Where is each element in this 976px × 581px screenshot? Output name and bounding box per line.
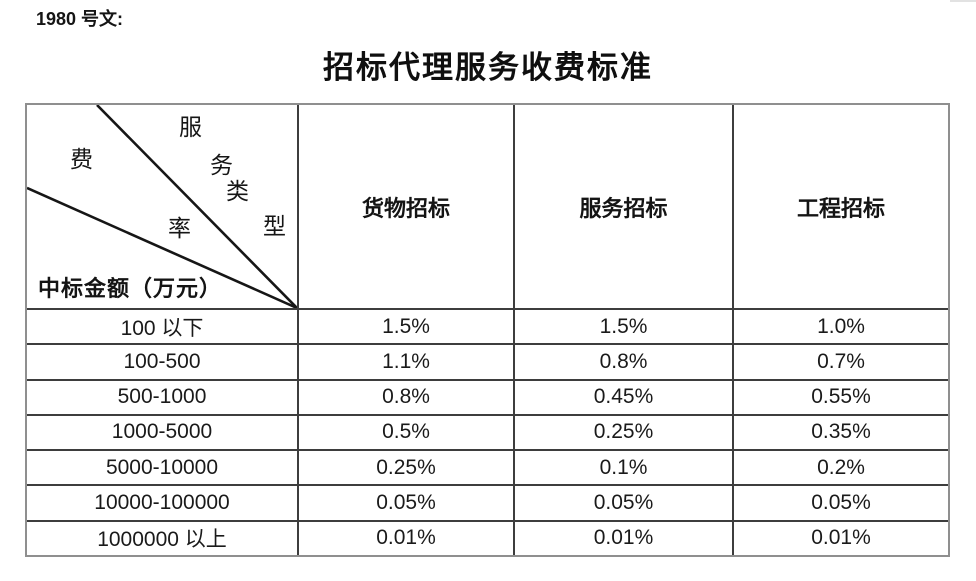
row-range-cell: 10000-100000: [27, 484, 297, 519]
row-range-cell: 1000-5000: [27, 413, 297, 449]
doc-ref-label: 1980 号文:: [36, 9, 124, 29]
corner-axis-char: 型: [263, 214, 286, 239]
page-title: 招标代理服务收费标准: [323, 50, 653, 85]
row-range-cell: 500-1000: [27, 378, 297, 414]
fee-value-cell: 0.35%: [732, 413, 948, 450]
fee-value-cell: 0.55%: [732, 378, 948, 414]
fee-value-cell: 0.5%: [297, 413, 513, 450]
fee-value-cell: 0.01%: [513, 519, 732, 555]
corner-axis-char: 类: [226, 179, 249, 204]
fee-value-cell: 0.05%: [513, 484, 732, 520]
fee-value-cell: 0.01%: [732, 519, 948, 555]
corner-axis-char: 务: [210, 153, 233, 178]
fee-value-cell: 0.01%: [297, 519, 513, 555]
table-corner-cell: 服 务 类 型 费 率 中标金额（万元）: [27, 105, 297, 308]
row-range-cell: 1000000 以上: [27, 519, 297, 555]
fee-value-cell: 0.8%: [297, 378, 513, 414]
fee-value-cell: 0.05%: [297, 484, 513, 520]
fee-value-cell: 1.1%: [297, 343, 513, 379]
fee-value-cell: 0.45%: [513, 378, 732, 414]
row-axis-label: 中标金额（万元）: [38, 276, 223, 301]
fee-value-cell: 0.8%: [513, 343, 732, 379]
row-range-cell: 5000-10000: [27, 449, 297, 484]
fee-value-cell: 0.25%: [513, 413, 732, 450]
corner-axis-char: 费: [70, 147, 93, 172]
scrollbar-remnant: [950, 0, 976, 2]
row-range-cell: 100 以下: [27, 308, 297, 343]
column-header-engineering: 工程招标: [732, 105, 948, 308]
fee-standard-table: 服 务 类 型 费 率 中标金额（万元） 货物招标 服务招标 工程招标 100 …: [25, 103, 950, 557]
diagonal-divider-lines: [27, 105, 297, 308]
fee-value-cell: 0.25%: [297, 449, 513, 485]
fee-value-cell: 1.5%: [513, 308, 732, 344]
row-range-cell: 100-500: [27, 343, 297, 378]
fee-value-cell: 0.7%: [732, 343, 948, 379]
fee-value-cell: 1.0%: [732, 308, 948, 344]
fee-value-cell: 1.5%: [297, 308, 513, 344]
fee-value-cell: 0.1%: [513, 449, 732, 485]
corner-axis-char: 服: [179, 115, 202, 140]
column-header-goods: 货物招标: [297, 105, 513, 308]
fee-value-cell: 0.05%: [732, 484, 948, 520]
corner-axis-char: 率: [168, 216, 191, 241]
fee-value-cell: 0.2%: [732, 449, 948, 485]
column-header-services: 服务招标: [513, 105, 732, 308]
